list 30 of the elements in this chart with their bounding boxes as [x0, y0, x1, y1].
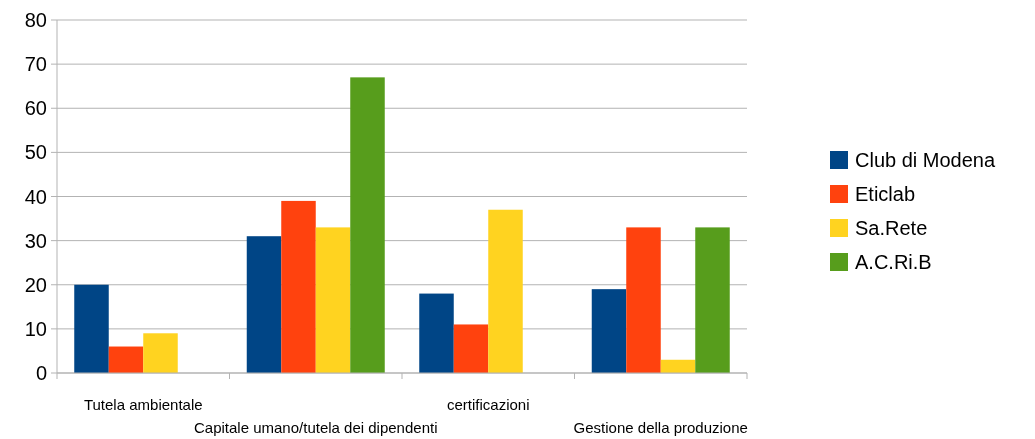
bar	[315, 227, 351, 373]
bar	[591, 289, 627, 373]
x-tick-label: Gestione della produzione	[573, 419, 748, 436]
bar	[350, 77, 385, 373]
y-tick-label: 30	[24, 229, 47, 252]
y-tick-label: 50	[24, 141, 47, 164]
bar	[419, 293, 454, 373]
x-tick-label: Tutela ambientale	[83, 396, 203, 413]
bar	[453, 324, 489, 373]
legend-label: A.C.Ri.B	[855, 251, 932, 273]
legend-label: Sa.Rete	[855, 217, 928, 239]
bar	[108, 346, 144, 373]
bar	[488, 209, 523, 373]
bar	[695, 227, 730, 373]
legend-label: Club di Modena	[855, 149, 996, 171]
y-tick-label: 0	[35, 362, 47, 384]
x-tick-label: certificazioni	[446, 396, 530, 413]
y-tick-label: 70	[24, 53, 47, 76]
bar	[626, 227, 661, 373]
y-tick-label: 10	[24, 317, 47, 340]
bar	[143, 333, 178, 373]
bar	[281, 200, 316, 373]
y-tick-label: 20	[24, 273, 47, 296]
bar	[246, 236, 282, 373]
y-tick-label: 80	[24, 9, 47, 31]
legend-label: Eticlab	[855, 183, 916, 205]
y-tick-label: 40	[24, 185, 47, 208]
bar	[74, 284, 109, 373]
x-tick-label: Capitale umano/tutela dei dipendenti	[193, 419, 438, 436]
y-tick-label: 60	[24, 97, 47, 120]
